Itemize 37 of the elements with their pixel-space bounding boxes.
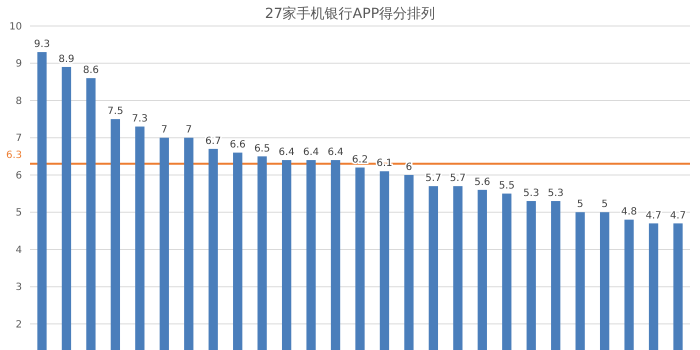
data-label: 5.6 — [474, 176, 490, 188]
data-label: 4.8 — [621, 206, 638, 218]
data-label: 5 — [576, 199, 584, 210]
y-tick-label: 8 — [16, 96, 22, 107]
data-label: 6.4 — [303, 147, 320, 158]
data-label: 5.3 — [548, 188, 564, 200]
data-label: 7 — [161, 124, 168, 136]
ref-line-label: 6.3 — [6, 150, 22, 161]
y-tick-label: 5 — [16, 208, 22, 219]
data-label: 7.5 — [107, 106, 124, 118]
y-tick-label: 2 — [16, 319, 22, 330]
y-tick-label: 10 — [9, 22, 22, 32]
data-label: 9.3 — [34, 39, 50, 50]
data-label: 5 — [601, 199, 608, 210]
chart-title: 27家手机银行APP得分排列 — [264, 6, 436, 22]
data-label: 8.6 — [82, 65, 99, 76]
y-tick-label: 9 — [16, 58, 22, 70]
data-label: 4.7 — [670, 210, 686, 222]
data-label: 5.7 — [450, 173, 466, 184]
data-label: 6.4 — [328, 147, 344, 158]
y-tick-label: 4 — [16, 244, 22, 256]
data-label: 6.6 — [230, 140, 246, 151]
data-label: 6.2 — [352, 154, 368, 166]
data-label: 6.4 — [278, 147, 295, 158]
y-tick-label: 3 — [16, 282, 22, 294]
data-label: 6.5 — [254, 143, 270, 154]
data-label: 5.3 — [523, 188, 540, 200]
y-tick-label: 6 — [16, 170, 22, 182]
data-label: 7.3 — [132, 114, 148, 125]
data-label: 5.7 — [425, 173, 442, 184]
data-label: 7 — [186, 124, 192, 136]
data-label: 8.9 — [58, 54, 74, 65]
data-label: 6 — [406, 162, 412, 173]
data-label: 5.5 — [498, 180, 515, 192]
data-label: 6.7 — [205, 136, 222, 147]
data-label: 4.7 — [646, 210, 662, 222]
y-tick-label: 7 — [16, 133, 22, 144]
